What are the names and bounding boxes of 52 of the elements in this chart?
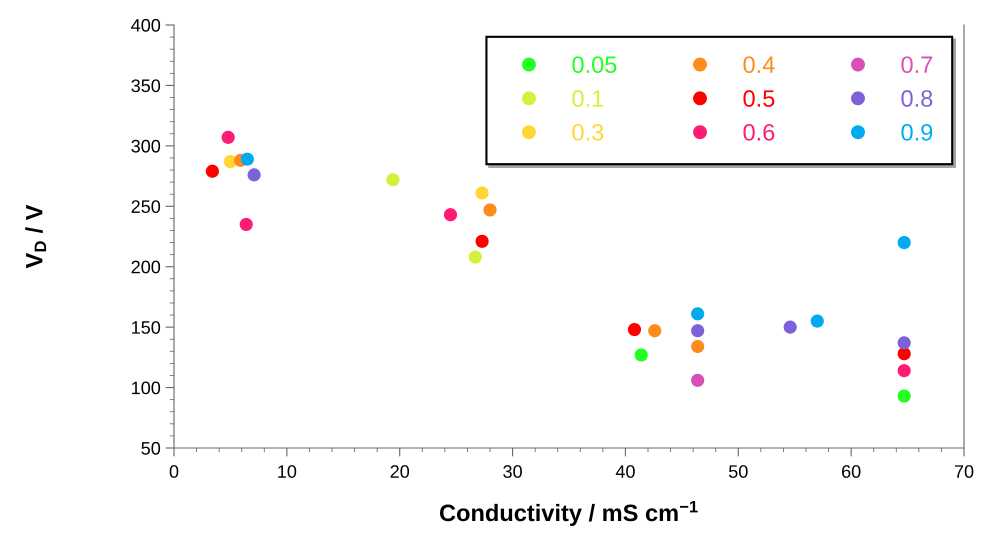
x-tick-label: 60 — [842, 465, 860, 478]
y-tick-label: 350 — [131, 79, 160, 92]
point — [444, 208, 458, 222]
point — [476, 234, 489, 248]
x-tick-label: 0 — [170, 465, 178, 478]
point — [691, 307, 704, 320]
point — [222, 130, 235, 144]
y-tick-label: 400 — [131, 18, 160, 32]
point — [476, 186, 489, 200]
point — [691, 374, 704, 387]
x-tick-label: 70 — [954, 465, 974, 478]
legend-label: 0.8 — [901, 90, 932, 107]
point — [206, 164, 219, 178]
point — [628, 322, 642, 336]
x-tick-label: 50 — [728, 465, 748, 478]
legend-label: 0.3 — [572, 124, 604, 141]
x-tick-label: 30 — [503, 465, 522, 478]
point — [810, 314, 824, 328]
point — [240, 152, 254, 166]
legend-label: 0.4 — [743, 56, 775, 74]
x-tick-label: 40 — [616, 465, 635, 478]
x-tick-label: 20 — [390, 465, 410, 478]
point — [898, 364, 911, 378]
point — [468, 250, 482, 264]
point — [898, 336, 911, 350]
y-axis-title: V$_{D}$ / V — [25, 204, 46, 268]
legend-label: 0.1 — [572, 90, 604, 107]
legend-label: 0.7 — [901, 56, 932, 74]
legend-label: 0.6 — [743, 124, 774, 141]
legend-label: 0.5 — [743, 90, 774, 107]
point — [784, 320, 797, 334]
legend-label: 0.9 — [901, 124, 932, 141]
point — [691, 324, 704, 338]
point — [386, 173, 400, 186]
point — [898, 389, 911, 403]
y-tick-label: 250 — [132, 200, 160, 214]
point — [240, 218, 253, 231]
y-tick-label: 100 — [132, 382, 160, 394]
y-tick-label: 50 — [141, 442, 160, 455]
y-tick-label: 200 — [132, 260, 160, 274]
point — [634, 348, 648, 362]
legend-label: 0.05 — [572, 56, 616, 74]
y-tick-label: 150 — [132, 321, 160, 334]
x-axis-title: Conductivity / mS cm$^{−1}$ — [440, 500, 698, 526]
point — [691, 340, 704, 354]
x-tick-label: 10 — [278, 465, 296, 478]
point — [648, 324, 662, 338]
point — [483, 203, 497, 216]
point — [248, 168, 261, 182]
point — [898, 236, 911, 250]
point — [898, 347, 911, 360]
y-tick-label: 300 — [131, 140, 160, 153]
